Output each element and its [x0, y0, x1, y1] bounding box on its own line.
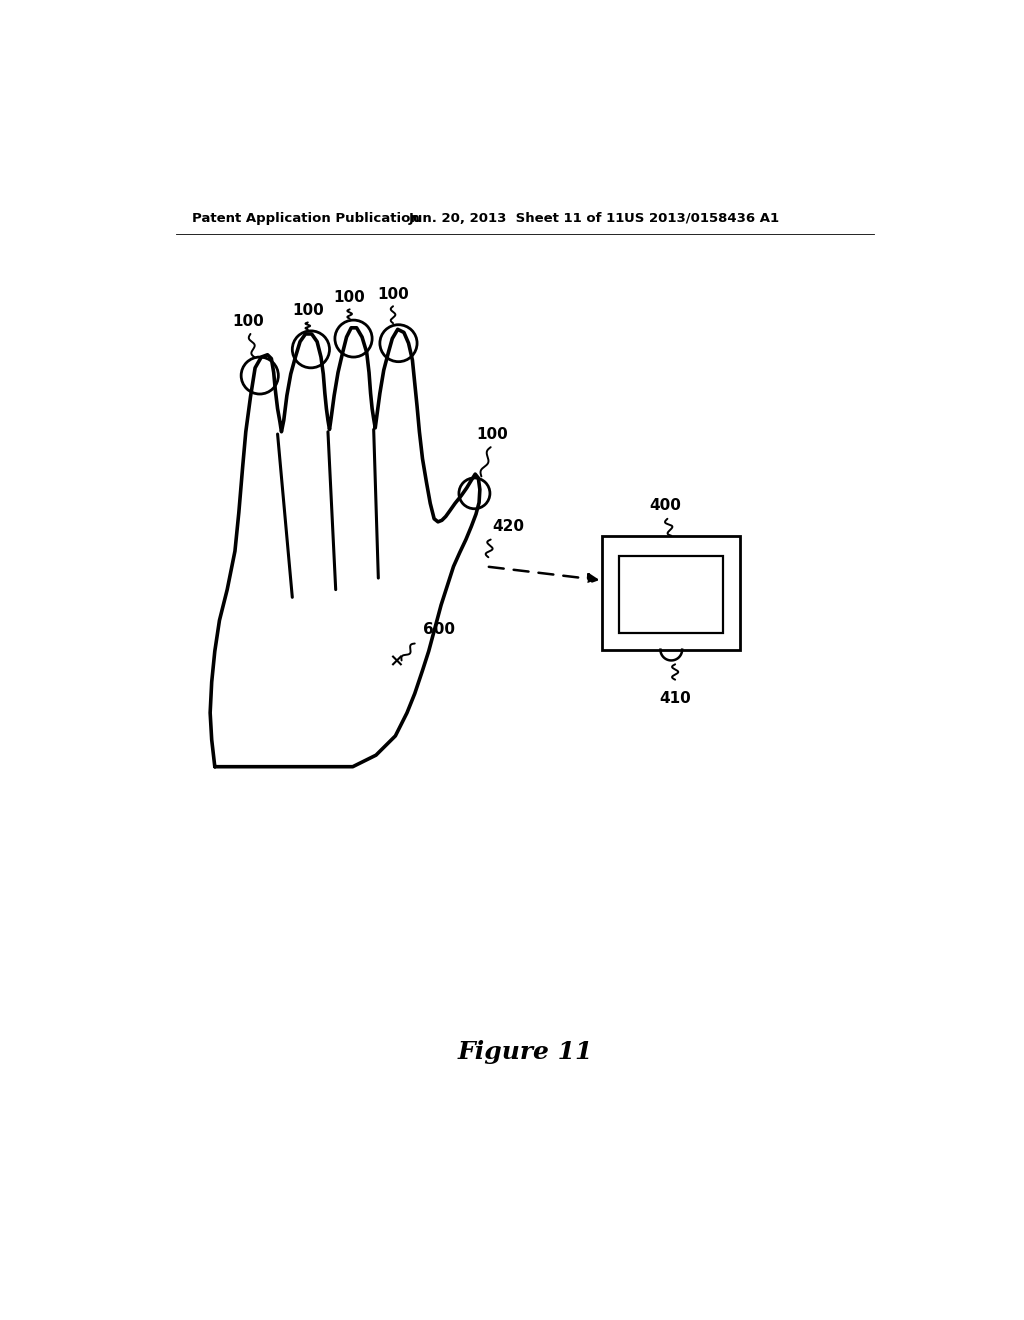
Text: 100: 100 [292, 302, 324, 318]
Text: 100: 100 [377, 286, 409, 302]
Text: Patent Application Publication: Patent Application Publication [191, 213, 419, 224]
Text: Jun. 20, 2013  Sheet 11 of 11: Jun. 20, 2013 Sheet 11 of 11 [409, 213, 625, 224]
Text: 420: 420 [493, 519, 524, 535]
Bar [602, 536, 740, 649]
Text: 600: 600 [423, 622, 455, 638]
Polygon shape [210, 327, 480, 767]
Text: US 2013/0158436 A1: US 2013/0158436 A1 [624, 213, 779, 224]
Text: Figure 11: Figure 11 [457, 1040, 593, 1064]
Text: 100: 100 [334, 289, 366, 305]
Text: 100: 100 [476, 426, 508, 442]
Text: 410: 410 [659, 692, 691, 706]
Bar [620, 557, 723, 632]
Text: 400: 400 [649, 498, 681, 512]
Text: 100: 100 [232, 314, 264, 330]
